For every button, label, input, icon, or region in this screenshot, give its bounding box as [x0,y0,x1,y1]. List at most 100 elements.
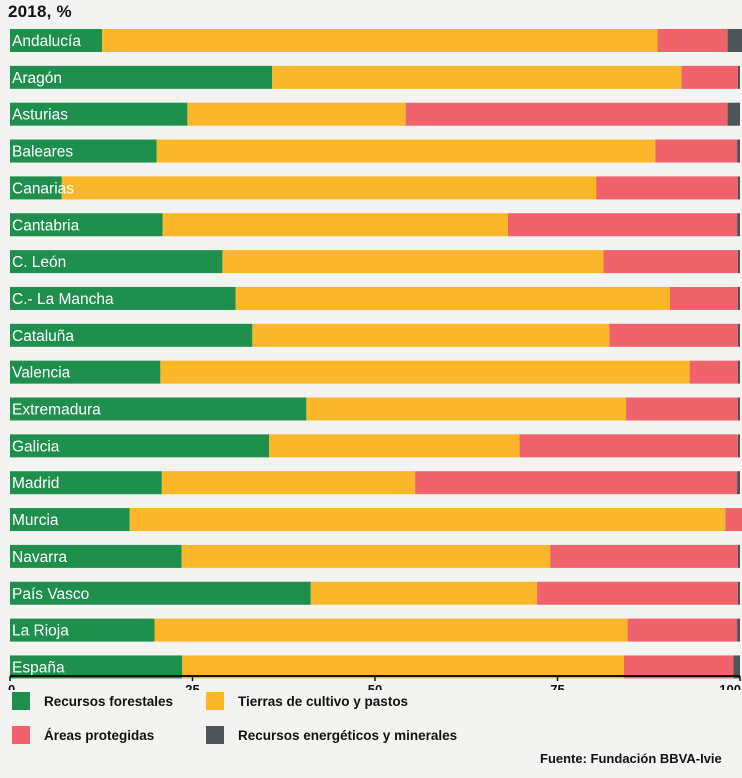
bar-segment-forest [10,102,188,126]
category-label: País Vasco [12,586,89,603]
category-label: Andalucía [12,33,81,50]
bar-segment-crop [235,286,670,310]
category-label: Valencia [12,365,71,382]
bar-segment-forest [10,176,62,200]
category-label: La Rioja [12,623,69,640]
x-tick-label: 75 [550,682,564,690]
bar-segment-energy [737,397,740,421]
bar-segment-protected [596,176,738,200]
bar-segment-protected [415,471,738,495]
bar-segment-forest [10,213,163,237]
bar-segment-crop [161,471,416,495]
bar-segment-energy [727,102,740,126]
bar-segment-crop [181,544,551,568]
bar-segment-crop [182,655,624,679]
bar-segment-protected [626,397,738,421]
legend-item-forest: Recursos forestales [12,692,173,710]
x-tick-label: 50 [368,682,382,690]
bar-segment-crop [129,508,726,532]
bar-segment-forest [10,397,307,421]
category-label: Cantabria [12,217,80,234]
stacked-bar-chart: Andalucía Aragón Asturias Baleares Canarias C… [8,29,742,690]
bar-segment-energy [737,176,740,200]
x-tick-label: 100 [719,682,741,690]
bar-segment-protected [627,618,738,642]
bar-segment-crop [310,581,538,605]
bar-segment-energy [737,65,740,89]
bar-segment-protected [603,250,738,274]
bar-segment-protected [657,29,728,52]
bar-segment-crop [187,102,406,126]
category-label: C.- La Mancha [12,291,114,308]
bar-segment-energy [737,213,740,237]
bar-segment-crop [162,213,508,237]
bar-segment-crop [61,176,597,200]
legend-item-protected: Áreas protegidas [12,726,154,744]
bar-segment-protected [689,360,738,384]
legend: Recursos forestales Tierras de cultivo y… [12,692,732,772]
source-note: Fuente: Fundación BBVA-Ivie [540,751,722,766]
bar-segment-crop [272,65,682,89]
legend-item-energy: Recursos energéticos y minerales [206,726,457,744]
bar-segment-crop [252,323,610,347]
category-label: C. León [12,254,66,271]
bar-segment-energy [737,434,740,458]
category-label: Extremadura [12,402,101,419]
legend-label-energy: Recursos energéticos y minerales [238,727,458,743]
bar-segment-energy [737,581,740,605]
legend-swatch-crop [206,692,224,710]
bar-segment-forest [10,286,236,310]
bar-segment-protected [507,213,738,237]
bar-segment-protected [405,102,728,126]
bar-segment-forest [10,434,270,458]
category-label: Aragón [12,70,62,87]
chart-subtitle: 2018, % [8,2,72,21]
category-label: Navarra [12,549,68,566]
legend-item-crop: Tierras de cultivo y pastos [206,692,408,710]
bar-segment-energy [733,655,740,679]
bar-segment-forest [10,139,157,163]
bar-segment-crop [160,360,690,384]
bar-segment-energy [727,29,742,52]
bar-segment-protected [609,323,738,347]
bar-segment-crop [222,250,604,274]
category-label: Asturias [12,107,68,124]
bar-segment-energy [737,286,740,310]
bar-segment-crop [269,434,520,458]
bar-segment-protected [550,544,738,568]
category-label: Canarias [12,180,74,197]
bar-segment-protected [669,286,738,310]
bar-segment-energy [737,250,740,274]
category-label: Murcia [12,512,59,529]
bar-segment-forest [10,471,162,495]
bar-segment-protected [623,655,734,679]
bar-segment-forest [10,581,311,605]
bar-segment-crop [154,618,628,642]
bar-segment-forest [10,508,130,532]
bar-segment-crop [156,139,656,163]
bar-segment-forest [10,618,155,642]
bar-segment-forest [10,65,273,89]
bar-segment-forest [10,323,253,347]
bar-segment-forest [10,250,223,274]
bar-segment-energy [737,360,740,384]
legend-swatch-forest [12,692,30,710]
bar-segment-energy [737,618,740,642]
legend-label-protected: Áreas protegidas [44,727,155,743]
legend-label-crop: Tierras de cultivo y pastos [238,693,409,709]
bar-segment-protected [725,508,742,532]
legend-swatch-protected [12,726,30,744]
bar-segment-energy [737,544,740,568]
category-label: Cataluña [12,328,74,345]
x-tick-label: 0 [8,682,15,690]
bar-segment-forest [10,29,102,52]
bar-segment-energy [737,139,740,163]
category-label: Baleares [12,144,73,161]
legend-label-forest: Recursos forestales [44,693,174,709]
bar-segment-energy [737,323,740,347]
x-tick-label: 25 [185,682,199,690]
bar-segment-protected [519,434,738,458]
category-label: España [12,659,65,676]
bar-segment-forest [10,655,183,679]
